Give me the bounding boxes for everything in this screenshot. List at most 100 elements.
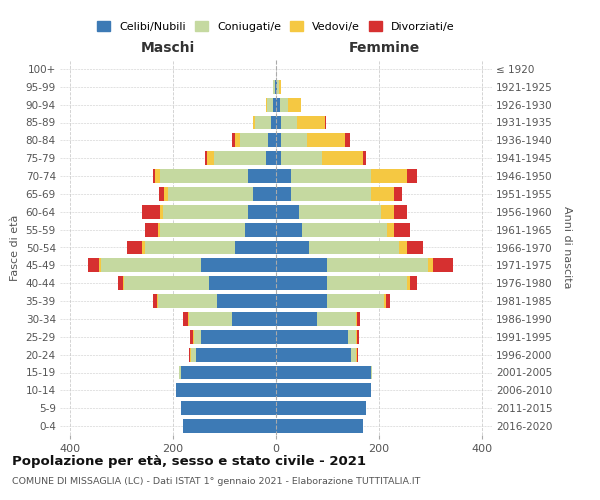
Bar [217, 294, 276, 308]
Bar [101, 258, 202, 272]
Bar [428, 258, 433, 272]
Bar [268, 134, 276, 147]
Bar [394, 187, 402, 201]
Bar [328, 294, 384, 308]
Bar [232, 134, 235, 147]
Bar [276, 187, 292, 201]
Bar [235, 240, 276, 254]
Bar [356, 312, 357, 326]
Bar [407, 169, 418, 183]
Bar [205, 151, 206, 165]
Bar [202, 258, 276, 272]
Bar [276, 384, 371, 398]
Bar [235, 134, 240, 147]
Bar [155, 169, 160, 183]
Bar [160, 205, 163, 219]
Bar [189, 348, 190, 362]
Bar [88, 258, 98, 272]
Bar [328, 258, 428, 272]
Bar [209, 276, 276, 290]
Bar [276, 222, 302, 236]
Bar [176, 384, 276, 398]
Text: COMUNE DI MISSAGLIA (LC) - Dati ISTAT 1° gennaio 2021 - Elaborazione TUTTITALIA.: COMUNE DI MISSAGLIA (LC) - Dati ISTAT 1°… [12, 478, 421, 486]
Bar [371, 169, 407, 183]
Bar [184, 312, 188, 326]
Bar [281, 134, 307, 147]
Bar [190, 330, 193, 344]
Bar [356, 348, 357, 362]
Bar [240, 134, 268, 147]
Bar [164, 187, 168, 201]
Bar [118, 276, 123, 290]
Bar [142, 205, 160, 219]
Bar [278, 80, 281, 94]
Bar [124, 276, 209, 290]
Bar [248, 205, 276, 219]
Bar [280, 98, 288, 112]
Bar [253, 116, 256, 130]
Bar [274, 80, 275, 94]
Bar [179, 366, 181, 380]
Bar [145, 222, 158, 236]
Bar [400, 240, 407, 254]
Bar [181, 366, 276, 380]
Bar [325, 116, 326, 130]
Bar [127, 240, 142, 254]
Bar [232, 312, 276, 326]
Bar [157, 294, 158, 308]
Bar [276, 116, 281, 130]
Bar [158, 222, 160, 236]
Bar [188, 312, 232, 326]
Bar [277, 80, 278, 94]
Bar [356, 330, 357, 344]
Bar [266, 98, 267, 112]
Bar [346, 134, 350, 147]
Bar [266, 151, 276, 165]
Bar [322, 151, 364, 165]
Bar [214, 151, 266, 165]
Bar [184, 419, 276, 433]
Bar [302, 222, 386, 236]
Bar [190, 348, 191, 362]
Bar [152, 294, 157, 308]
Bar [160, 222, 245, 236]
Bar [163, 205, 248, 219]
Bar [152, 169, 155, 183]
Legend: Celibi/Nubili, Coniugati/e, Vedovi/e, Divorziati/e: Celibi/Nubili, Coniugati/e, Vedovi/e, Di… [93, 17, 459, 36]
Bar [299, 205, 382, 219]
Bar [276, 419, 364, 433]
Bar [98, 258, 101, 272]
Bar [158, 294, 217, 308]
Bar [317, 312, 356, 326]
Bar [276, 80, 277, 94]
Text: Femmine: Femmine [349, 41, 419, 55]
Bar [394, 205, 407, 219]
Bar [159, 187, 164, 201]
Bar [276, 401, 366, 415]
Bar [288, 98, 301, 112]
Bar [276, 366, 371, 380]
Bar [292, 169, 371, 183]
Bar [245, 222, 276, 236]
Bar [276, 330, 348, 344]
Bar [276, 169, 292, 183]
Bar [410, 276, 418, 290]
Bar [193, 330, 194, 344]
Bar [382, 205, 394, 219]
Bar [276, 348, 350, 362]
Bar [276, 151, 281, 165]
Bar [328, 276, 407, 290]
Y-axis label: Fasce di età: Fasce di età [10, 214, 20, 280]
Bar [281, 151, 322, 165]
Bar [307, 134, 346, 147]
Bar [145, 240, 235, 254]
Bar [281, 116, 296, 130]
Bar [276, 98, 280, 112]
Bar [253, 187, 276, 201]
Bar [386, 294, 389, 308]
Bar [357, 330, 359, 344]
Bar [276, 258, 328, 272]
Bar [292, 187, 371, 201]
Bar [271, 116, 276, 130]
Bar [371, 366, 372, 380]
